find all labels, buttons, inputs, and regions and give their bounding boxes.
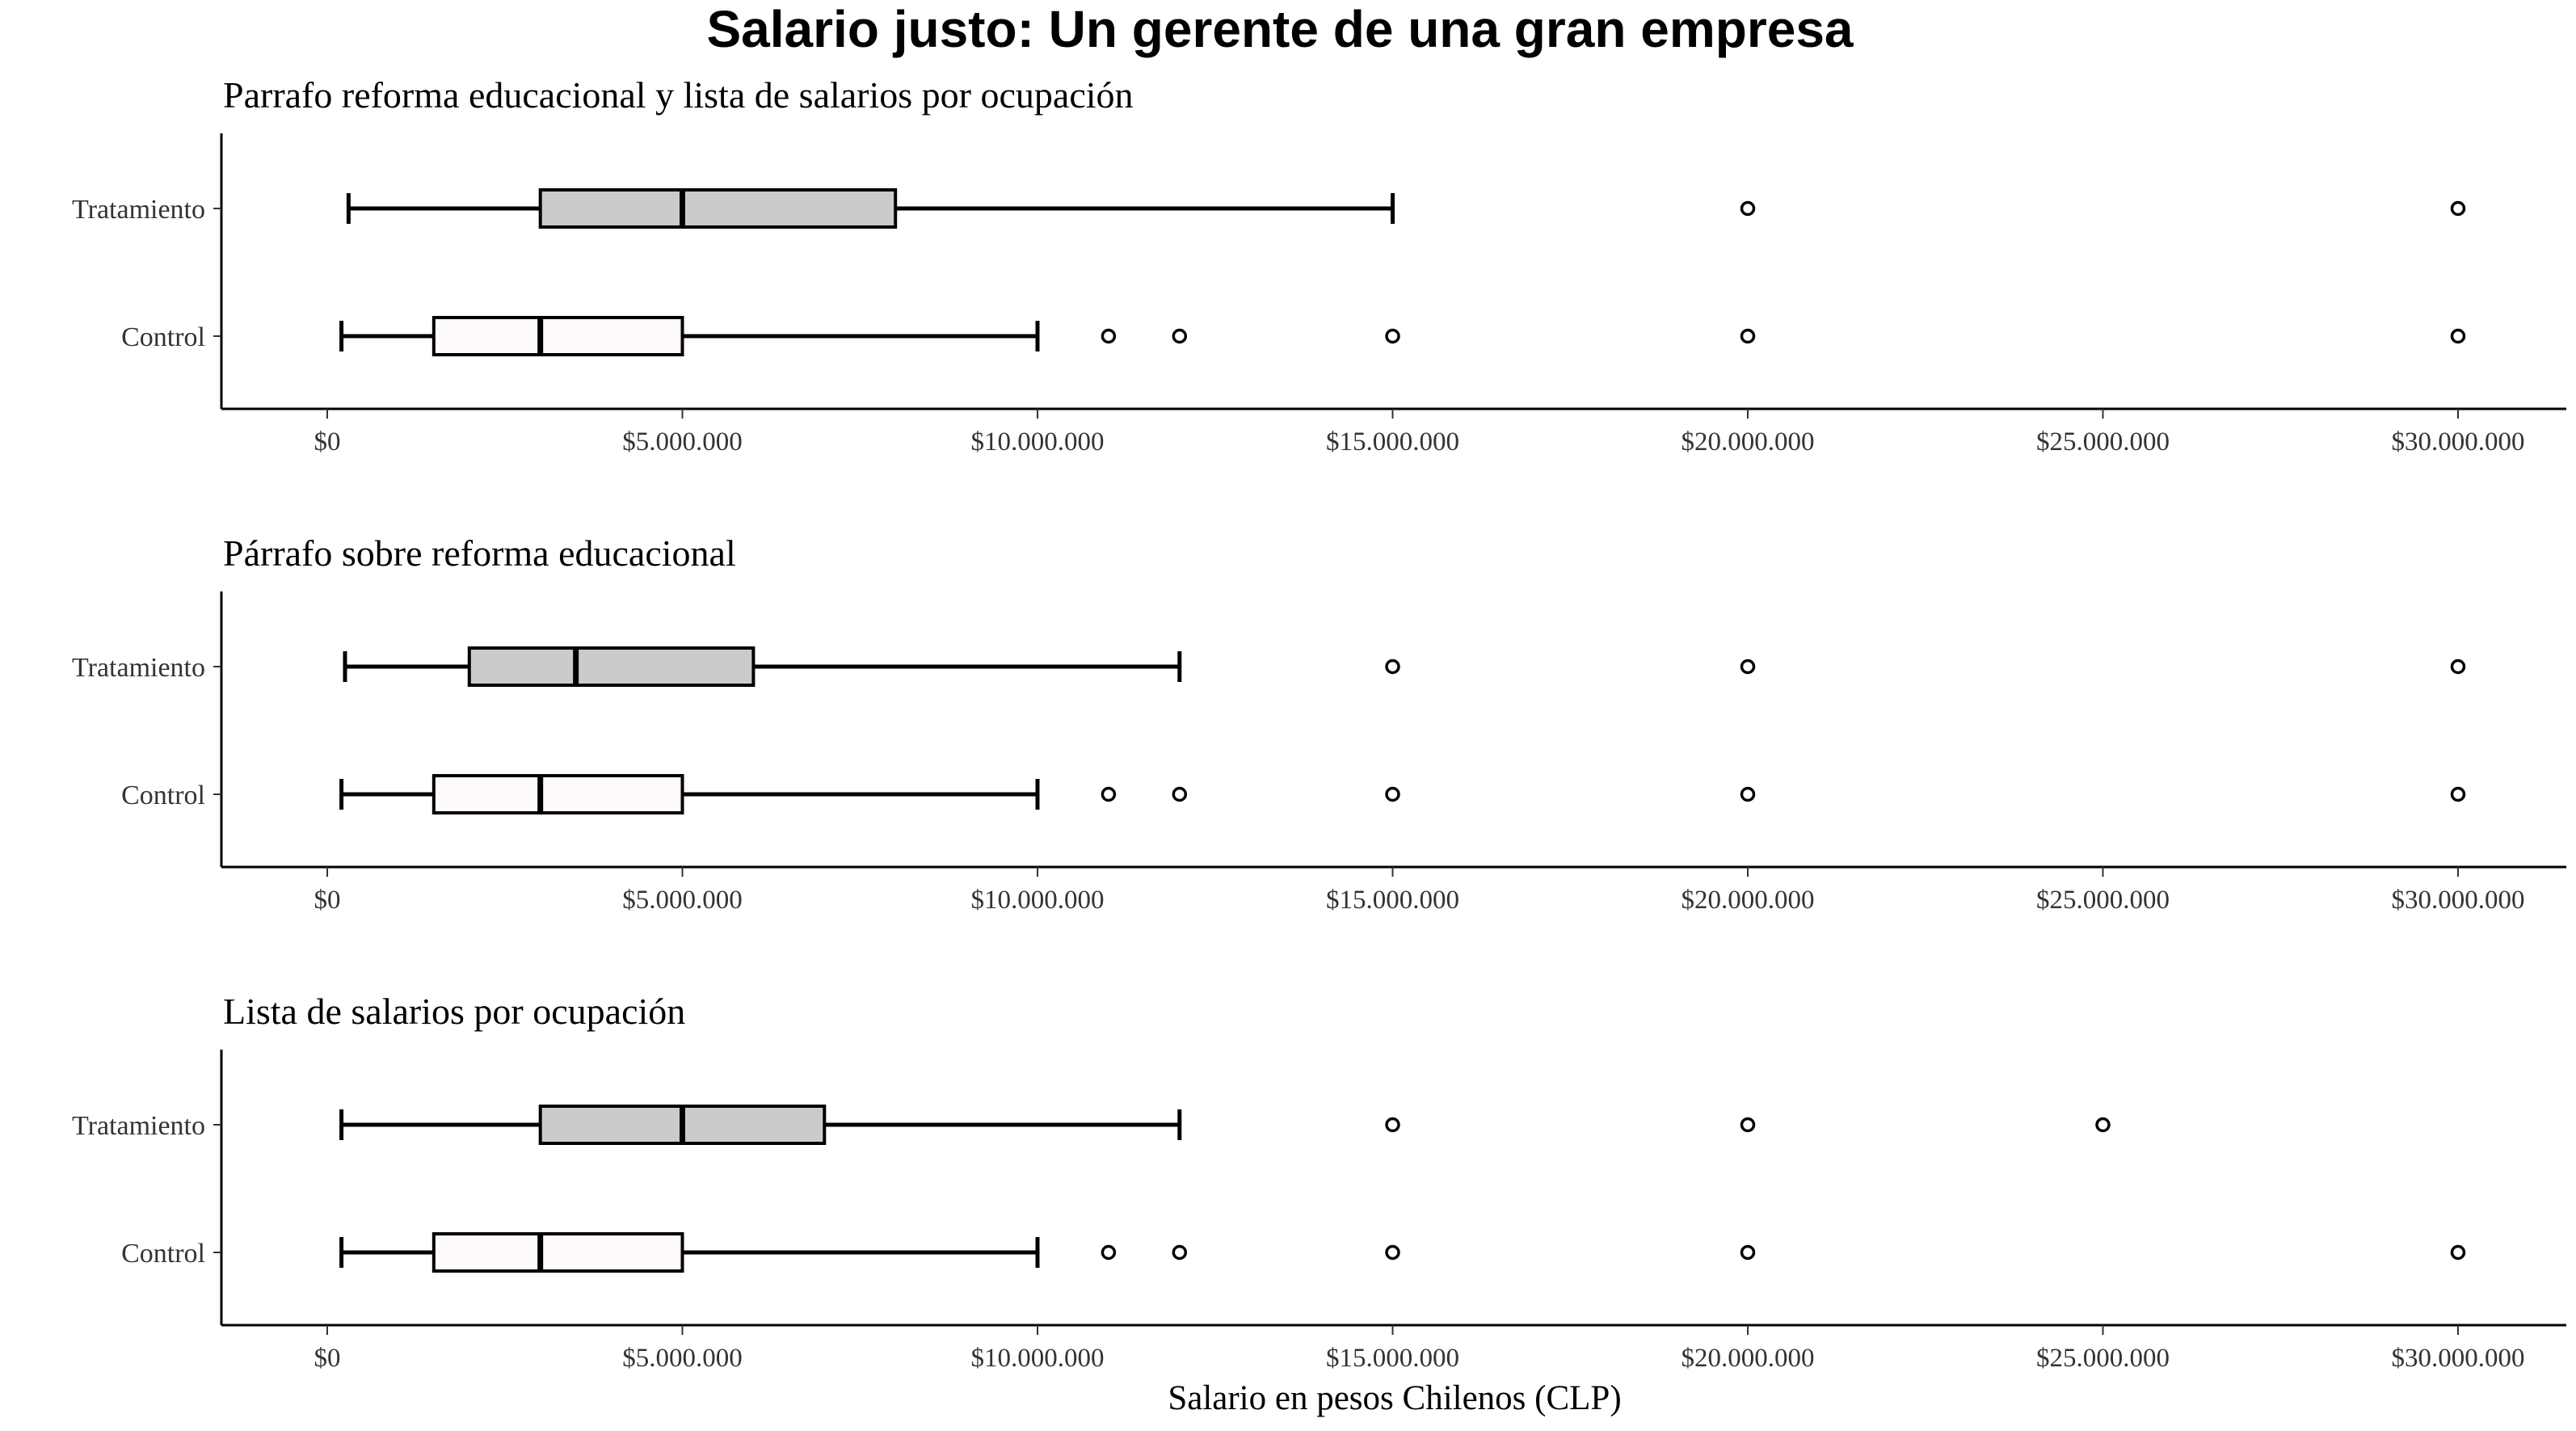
iqr-box: [431, 316, 684, 356]
outlier-point: [1385, 659, 1400, 675]
outlier-point: [1740, 786, 1756, 802]
iqr-box: [538, 188, 898, 229]
box-tratamiento: Tratamiento: [72, 646, 2466, 687]
outlier-point: [1740, 328, 1756, 344]
chart-title: Salario justo: Un gerente de una gran em…: [706, 0, 1853, 58]
panel-2: Párrafo sobre reforma educacional $0 $5.00…: [72, 532, 2566, 915]
outlier-point: [2450, 1244, 2466, 1261]
box-tratamiento: Tratamiento: [72, 1105, 2111, 1145]
x-tick-label: $25.000.000: [2036, 427, 2170, 457]
x-tick-label: $25.000.000: [2036, 886, 2170, 915]
box-control: Control: [121, 316, 2466, 356]
outlier-point: [1385, 1244, 1400, 1261]
iqr-box: [431, 1232, 684, 1273]
x-tick-label: $15.000.000: [1326, 886, 1459, 915]
outlier-point: [1101, 1244, 1117, 1261]
outlier-point: [2450, 200, 2466, 217]
panel-subtitle: Parrafo reforma educacional y lista de s…: [223, 74, 1134, 116]
x-tick-label: $10.000.000: [971, 1344, 1105, 1373]
outlier-point: [2095, 1117, 2111, 1133]
y-tick-label: Control: [121, 322, 205, 352]
x-tick-label: $20.000.000: [1682, 1344, 1815, 1373]
x-tick-label: $15.000.000: [1326, 1344, 1459, 1373]
outlier-point: [1101, 786, 1117, 802]
outlier-point: [1740, 1117, 1756, 1133]
x-tick-label: $0: [314, 886, 341, 915]
x-tick-label: $20.000.000: [1682, 886, 1815, 915]
outlier-point: [1740, 659, 1756, 675]
panel-3: Lista de salarios por ocupación $0 $5.000.…: [72, 991, 2566, 1373]
panel-1: Parrafo reforma educacional y lista de s…: [72, 74, 2566, 457]
box-control: Control: [121, 774, 2466, 814]
x-tick-label: $0: [314, 1344, 341, 1373]
x-tick-label: $10.000.000: [971, 427, 1105, 457]
panels: Parrafo reforma educacional y lista de s…: [72, 74, 2566, 1373]
y-tick-label: Tratamiento: [72, 1111, 205, 1141]
panel-subtitle: Lista de salarios por ocupación: [223, 991, 685, 1032]
outlier-point: [1740, 200, 1756, 217]
y-tick-label: Control: [121, 781, 205, 810]
x-tick-label: $5.000.000: [622, 427, 743, 457]
x-tick-label: $30.000.000: [2392, 1344, 2525, 1373]
outlier-point: [1385, 1117, 1400, 1133]
outlier-point: [1172, 786, 1188, 802]
x-tick-label: $30.000.000: [2392, 886, 2525, 915]
panel-subtitle: Párrafo sobre reforma educacional: [223, 532, 736, 574]
outlier-point: [1172, 328, 1188, 344]
x-axis-label: Salario en pesos Chilenos (CLP): [1168, 1379, 1621, 1417]
box-control: Control: [121, 1232, 2466, 1273]
iqr-box: [431, 774, 684, 814]
outlier-point: [1740, 1244, 1756, 1261]
outlier-point: [2450, 786, 2466, 802]
x-tick-label: $5.000.000: [622, 886, 743, 915]
outlier-point: [1385, 328, 1400, 344]
outlier-point: [2450, 328, 2466, 344]
x-tick-label: $0: [314, 427, 341, 457]
x-tick-label: $15.000.000: [1326, 427, 1459, 457]
outlier-point: [1385, 786, 1400, 802]
outlier-point: [1101, 328, 1117, 344]
iqr-box: [467, 646, 756, 687]
y-tick-label: Tratamiento: [72, 195, 205, 225]
x-tick-label: $20.000.000: [1682, 427, 1815, 457]
outlier-point: [1172, 1244, 1188, 1261]
y-tick-label: Tratamiento: [72, 653, 205, 683]
x-tick-label: $10.000.000: [971, 886, 1105, 915]
x-tick-label: $5.000.000: [622, 1344, 743, 1373]
outlier-point: [2450, 659, 2466, 675]
x-tick-label: $30.000.000: [2392, 427, 2525, 457]
x-tick-label: $25.000.000: [2036, 1344, 2170, 1373]
y-tick-label: Control: [121, 1239, 205, 1269]
box-tratamiento: Tratamiento: [72, 188, 2466, 229]
